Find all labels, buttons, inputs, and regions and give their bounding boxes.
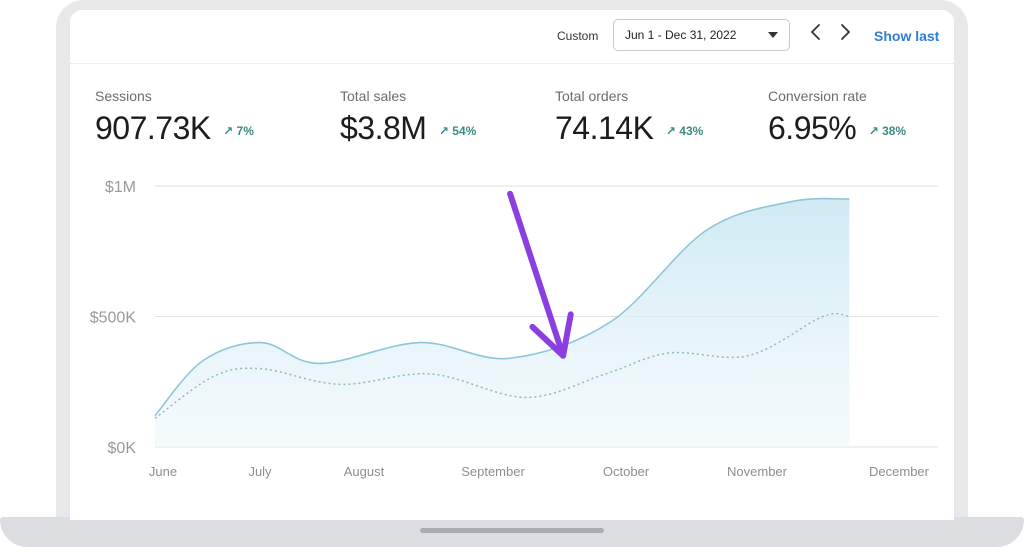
metric-label: Sessions [95, 88, 152, 104]
chevron-right-icon[interactable] [835, 20, 855, 44]
metric-conversion-rate: Conversion rate 6.95% ↗ 38% [768, 88, 906, 147]
analytics-dashboard: Custom Jun 1 - Dec 31, 2022 Show last Se… [70, 10, 954, 520]
show-last-button[interactable]: Show last [874, 28, 940, 44]
metric-sessions: Sessions 907.73K ↗ 7% [95, 88, 254, 147]
x-tick-label: July [248, 464, 272, 479]
date-range-select[interactable]: Jun 1 - Dec 31, 2022 [613, 19, 790, 51]
metric-value: 907.73K [95, 110, 211, 146]
metric-label: Total sales [340, 88, 407, 104]
metric-change: ↗ 7% [223, 124, 254, 138]
metric-change: ↗ 43% [665, 124, 704, 138]
x-tick-label: June [149, 464, 177, 479]
sales-chart: $1M $500K $0K June July August September Octobe… [90, 179, 938, 479]
x-tick-label: December [869, 464, 930, 479]
metric-label: Conversion rate [768, 88, 867, 104]
metric-total-sales: Total sales $3.8M ↗ 54% [340, 88, 476, 147]
x-tick-label: November [727, 464, 788, 479]
y-tick-label: $0K [108, 440, 137, 457]
metric-change: ↗ 38% [868, 124, 907, 138]
x-tick-label: October [603, 464, 650, 479]
custom-label: Custom [557, 29, 599, 43]
toolbar: Custom Jun 1 - Dec 31, 2022 Show last [70, 10, 954, 64]
current-period-line [154, 197, 850, 417]
metric-value: 6.95% [768, 110, 857, 146]
chevron-down-icon [768, 32, 778, 38]
metric-total-orders: Total orders 74.14K ↗ 43% [555, 88, 703, 147]
laptop-notch [420, 528, 604, 533]
annotation-arrow [507, 190, 574, 359]
y-tick-label: $500K [90, 310, 137, 327]
metric-label: Total orders [555, 88, 629, 104]
date-range-value: Jun 1 - Dec 31, 2022 [625, 28, 737, 42]
x-tick-label: August [344, 464, 385, 479]
metric-value: 74.14K [555, 110, 654, 146]
chevron-left-icon[interactable] [806, 20, 826, 44]
current-period-area [155, 198, 850, 447]
previous-period-line [154, 312, 850, 419]
y-tick-label: $1M [105, 179, 136, 196]
metric-change: ↗ 54% [438, 124, 477, 138]
x-tick-label: September [461, 464, 525, 479]
metric-value: $3.8M [340, 110, 427, 146]
